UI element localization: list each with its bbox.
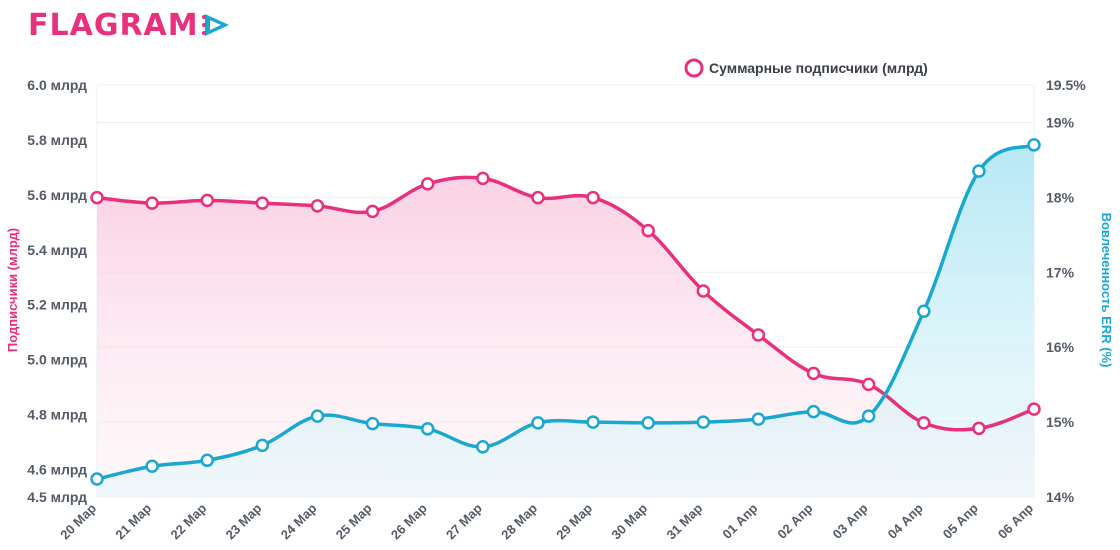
y-left-tick-label: 5.6 млрд (27, 187, 87, 203)
data-point (310, 199, 325, 213)
x-tick-label: 05 Апр (940, 500, 981, 541)
data-point (255, 196, 270, 210)
data-point (1027, 138, 1041, 152)
data-point (917, 416, 931, 430)
x-tick-label: 30 Мар (608, 500, 650, 542)
x-tick-label: 27 Мар (443, 500, 485, 542)
data-point (420, 422, 435, 436)
data-point (531, 416, 545, 430)
data-point (861, 409, 876, 423)
data-point (145, 196, 159, 210)
y-left-tick-label: 5.4 млрд (27, 242, 87, 258)
logo-text: FLAGRAM (28, 7, 199, 43)
y-left-tick-label: 5.0 млрд (27, 352, 87, 368)
data-point (476, 171, 490, 186)
x-tick-label: 06 Апр (995, 500, 1036, 541)
y-axis-left: 6.0 млрд 5.8 млрд 5.6 млрд 5.4 млрд 5.2 млрд… (27, 77, 87, 505)
data-point (365, 416, 380, 431)
legend-label: Суммарные подписчики (млрд) (709, 60, 928, 76)
y-left-tick-label: 4.6 млрд (27, 462, 87, 478)
y-left-tick-label: 6.0 млрд (27, 77, 87, 93)
data-point (310, 409, 325, 423)
x-tick-label: 28 Мар (498, 500, 540, 542)
y-right-tick-label: 14% (1046, 489, 1075, 505)
y-left-tick-label: 5.8 млрд (27, 132, 87, 148)
data-point (641, 416, 655, 430)
data-point (861, 377, 876, 392)
data-point (586, 190, 600, 205)
data-point (696, 415, 711, 429)
data-point (641, 223, 655, 238)
x-tick-label: 02 Апр (774, 500, 815, 541)
x-tick-label: 24 Мар (278, 500, 320, 542)
data-point (586, 415, 600, 429)
data-point (200, 193, 214, 208)
y-axis-right-label: Вовлеченность ERR (%) (1099, 213, 1114, 368)
x-tick-label: 22 Мар (167, 500, 209, 542)
series-areas (97, 144, 1034, 498)
data-point (90, 190, 104, 205)
x-tick-label: 21 Мар (112, 500, 154, 542)
data-point (972, 421, 986, 436)
data-point (90, 472, 104, 486)
x-tick-label: 01 Апр (719, 500, 760, 541)
data-point (476, 440, 490, 454)
data-point (255, 438, 270, 453)
x-tick-label: 04 Апр (885, 500, 926, 541)
y-right-tick-label: 19.5% (1046, 77, 1086, 93)
data-point (751, 328, 766, 342)
y-right-tick-label: 15% (1046, 414, 1075, 430)
y-right-tick-label: 19% (1046, 114, 1075, 130)
x-tick-label: 29 Мар (553, 500, 595, 542)
play-icon (201, 14, 229, 36)
y-axis-right: 19.5% 19% 18% 17% 16% 15% 14% (1046, 77, 1086, 505)
x-tick-label: 25 Мар (333, 500, 375, 542)
series-area (97, 144, 1034, 497)
data-point (365, 204, 380, 219)
data-point (806, 366, 821, 381)
x-axis: 20 Мар 21 Мар 22 Мар 23 Мар 24 Мар 25 Мар 26 М… (57, 500, 1036, 542)
y-right-tick-label: 17% (1046, 264, 1075, 280)
y-right-tick-label: 16% (1046, 339, 1075, 355)
data-point (1027, 402, 1041, 416)
flagram-logo: FLAGRAM (28, 7, 231, 43)
data-point (972, 164, 986, 178)
x-tick-label: 20 Мар (57, 500, 99, 542)
data-point (531, 190, 545, 205)
x-tick-label: 23 Мар (223, 500, 265, 542)
x-tick-label: 26 Мар (388, 500, 430, 542)
data-point (200, 453, 214, 468)
data-point (145, 459, 159, 474)
data-point (420, 177, 435, 191)
y-right-tick-label: 18% (1046, 189, 1075, 205)
x-tick-label: 03 Апр (830, 500, 871, 541)
series-points (90, 138, 1041, 486)
y-left-tick-label: 4.8 млрд (27, 407, 87, 423)
y-left-tick-label: 5.2 млрд (27, 297, 87, 313)
data-point (917, 304, 931, 318)
data-point (696, 284, 711, 298)
legend-marker (684, 58, 704, 78)
x-tick-label: 31 Мар (664, 500, 706, 542)
data-point (806, 404, 821, 419)
data-point (751, 412, 766, 426)
legend: Суммарные подписчики (млрд) (684, 58, 928, 78)
y-axis-left-label: Подписчики (млрд) (5, 228, 20, 352)
y-left-tick-label: 4.5 млрд (27, 489, 87, 505)
